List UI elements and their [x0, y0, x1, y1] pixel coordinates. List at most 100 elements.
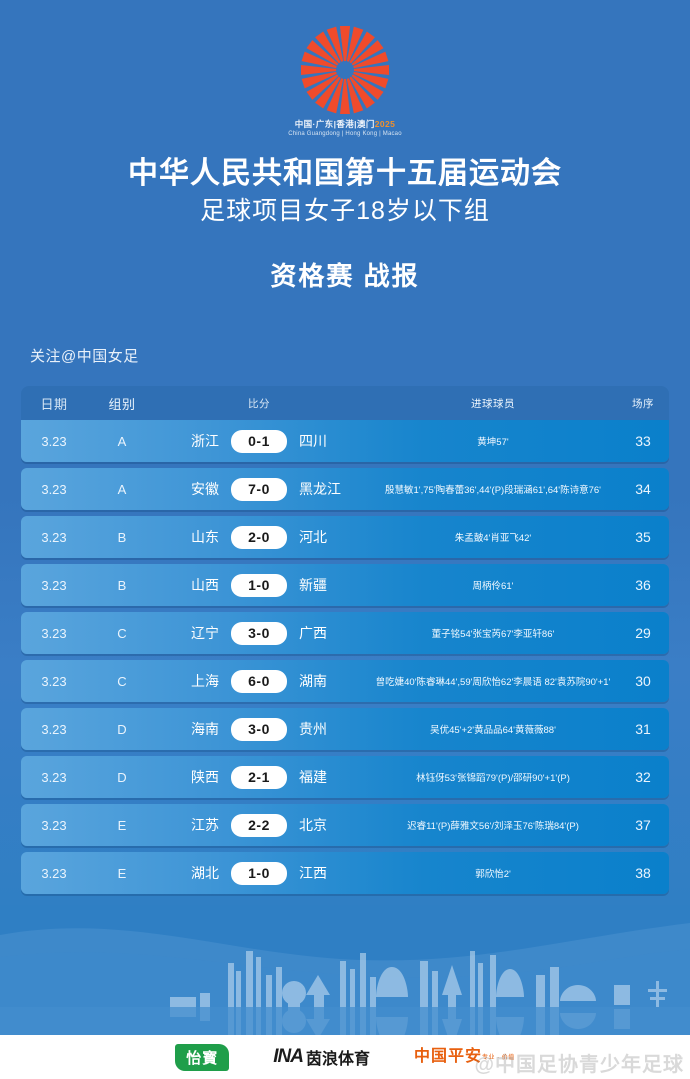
- cell-group: C: [117, 625, 127, 641]
- cell-score: 3-0: [229, 621, 289, 645]
- cell-scorers: 朱孟皷4'肖亚飞42': [454, 533, 532, 544]
- cell-score: 7-0: [229, 477, 289, 501]
- table-row: 3.23 E 湖北 1-0 江西 郭欣怡2' 38: [21, 852, 669, 894]
- table-row: 3.23 B 山东 2-0 河北 朱孟皷4'肖亚飞42' 35: [21, 516, 669, 558]
- col-header-scorers: 进球球员: [471, 397, 515, 410]
- cell-scorers: 黄坤57': [477, 437, 509, 448]
- emblem-cn-label: 中国·广东|香港|澳门: [294, 119, 375, 129]
- sponsor-yibao: 怡寳: [175, 1043, 230, 1071]
- cell-date: 3.23: [41, 433, 67, 449]
- table-header-row: 日期 组别 比分 进球球员 场序: [21, 386, 669, 420]
- cell-date: 3.23: [41, 817, 67, 833]
- cell-match-no: 38: [635, 865, 651, 881]
- pingan-tagline: 专业 · 价值: [481, 1055, 515, 1061]
- cell-date: 3.23: [41, 865, 67, 881]
- cell-scorers: 殷慧敏1',75'陶春蕾36',44'(P)段瑞涵61',64'陈诗意76': [385, 485, 601, 496]
- main-title: 中华人民共和国第十五届运动会: [128, 157, 562, 190]
- section-title: 资格赛 战报: [270, 261, 420, 292]
- cell-date: 3.23: [41, 577, 67, 593]
- cell-home-team: 陕西: [191, 769, 219, 785]
- cell-match-no: 31: [635, 721, 651, 737]
- cell-away-team: 四川: [299, 433, 327, 449]
- cell-match-no: 33: [635, 433, 651, 449]
- ina-logo-label: 茵浪体育: [305, 1051, 370, 1068]
- cell-match-no: 37: [635, 817, 651, 833]
- cell-away-team: 黑龙江: [299, 481, 341, 497]
- cell-home-team: 安徽: [191, 481, 219, 497]
- cell-group: B: [117, 577, 127, 593]
- cell-scorers: 董子铭54'张宝芮67'李亚轩86': [431, 629, 555, 640]
- score-badge: 3-0: [231, 621, 287, 645]
- cell-home-team: 海南: [191, 721, 219, 737]
- table-row: 3.23 A 浙江 0-1 四川 黄坤57' 33: [21, 420, 669, 462]
- score-badge: 1-0: [231, 573, 287, 597]
- cell-away-team: 贵州: [299, 721, 327, 737]
- cell-score: 6-0: [229, 669, 289, 693]
- title-block: 中华人民共和国第十五届运动会 足球项目女子18岁以下组 资格赛 战报: [0, 155, 690, 293]
- table-row: 3.23 C 辽宁 3-0 广西 董子铭54'张宝芮67'李亚轩86' 29: [21, 612, 669, 654]
- table-row: 3.23 D 海南 3-0 贵州 吴优45'+2'黄品品64'黄薇薇88' 31: [21, 708, 669, 750]
- cell-away-team: 湖南: [299, 673, 327, 689]
- cell-date: 3.23: [41, 481, 67, 497]
- follow-handle: 关注@中国女足: [30, 348, 139, 365]
- sub-title: 足球项目女子18岁以下组: [200, 196, 490, 225]
- cell-date: 3.23: [41, 625, 67, 641]
- cell-away-team: 北京: [299, 817, 327, 833]
- event-emblem: 中国·广东|香港|澳门2025 China Guangdong | Hong K…: [0, 18, 690, 137]
- col-header-group: 组别: [108, 396, 136, 412]
- emblem-graphic: [285, 18, 405, 116]
- cell-group: B: [117, 529, 127, 545]
- cell-away-team: 新疆: [299, 577, 327, 593]
- cell-match-no: 34: [635, 481, 651, 497]
- score-badge: 3-0: [231, 717, 287, 741]
- cell-home-team: 辽宁: [191, 625, 219, 641]
- cell-group: A: [117, 481, 127, 497]
- cell-score: 2-0: [229, 525, 289, 549]
- table-row: 3.23 E 江苏 2-2 北京 迟睿11'(P)薛雅文56'/刘泽玉76'陈瑞84'(P…: [21, 804, 669, 846]
- sponsor-footer: 怡寳 INA 茵浪体育 中国平安 专业 · 价值 @中国足协青少年足球: [0, 1035, 690, 1079]
- cell-home-team: 山东: [191, 529, 219, 545]
- city-skyline-illustration: [0, 905, 690, 1035]
- cell-date: 3.23: [41, 769, 67, 785]
- cell-away-team: 江西: [299, 865, 327, 881]
- sponsor-pingan: 中国平安 专业 · 价值: [414, 1049, 515, 1065]
- cell-scorers: 吴优45'+2'黄品品64'黄薇薇88': [430, 725, 556, 736]
- col-header-date: 日期: [40, 396, 68, 412]
- table-row: 3.23 C 上海 6-0 湖南 曾吃婕40'陈睿琳44',59'周欣怡62'李晨语 82…: [21, 660, 669, 702]
- pingan-label: 中国平安: [413, 1048, 482, 1065]
- cell-away-team: 福建: [299, 769, 327, 785]
- ina-logo-mark: INA: [273, 1046, 304, 1067]
- cell-score: 2-2: [229, 813, 289, 837]
- col-header-no: 场序: [632, 397, 654, 410]
- score-badge: 2-1: [231, 765, 287, 789]
- cell-away-team: 河北: [299, 529, 327, 545]
- cell-date: 3.23: [41, 529, 67, 545]
- emblem-year: 2025: [374, 119, 396, 129]
- score-badge: 2-0: [231, 525, 287, 549]
- cell-match-no: 29: [635, 625, 651, 641]
- cell-score: 3-0: [229, 717, 289, 741]
- cell-scorers: 郭欣怡2': [475, 869, 511, 880]
- table-row: 3.23 B 山西 1-0 新疆 周柄伶61' 36: [21, 564, 669, 606]
- cell-match-no: 32: [635, 769, 651, 785]
- col-header-score: 比分: [248, 397, 270, 410]
- cell-date: 3.23: [41, 673, 67, 689]
- table-row: 3.23 D 陕西 2-1 福建 林钰伢53'张锦蹈79'(P)/邵研90'+1'(P) 3…: [21, 756, 669, 798]
- cell-score: 1-0: [229, 573, 289, 597]
- score-badge: 7-0: [231, 477, 287, 501]
- cell-match-no: 36: [635, 577, 651, 593]
- cell-away-team: 广西: [299, 625, 327, 641]
- cell-score: 1-0: [229, 861, 289, 885]
- cell-home-team: 湖北: [191, 865, 219, 881]
- cell-score: 2-1: [229, 765, 289, 789]
- cell-group: D: [117, 721, 127, 737]
- cell-scorers: 周柄伶61': [472, 581, 514, 592]
- emblem-cn-text: 中国·广东|香港|澳门2025: [295, 118, 396, 130]
- sponsor-ina: INA 茵浪体育: [273, 1045, 370, 1069]
- cell-scorers: 迟睿11'(P)薛雅文56'/刘泽玉76'陈瑞84'(P): [407, 821, 579, 832]
- cell-match-no: 35: [635, 529, 651, 545]
- cell-match-no: 30: [635, 673, 651, 689]
- cell-group: D: [117, 769, 127, 785]
- table-row: 3.23 A 安徽 7-0 黑龙江 殷慧敏1',75'陶春蕾36',44'(P)段瑞涵61…: [21, 468, 669, 510]
